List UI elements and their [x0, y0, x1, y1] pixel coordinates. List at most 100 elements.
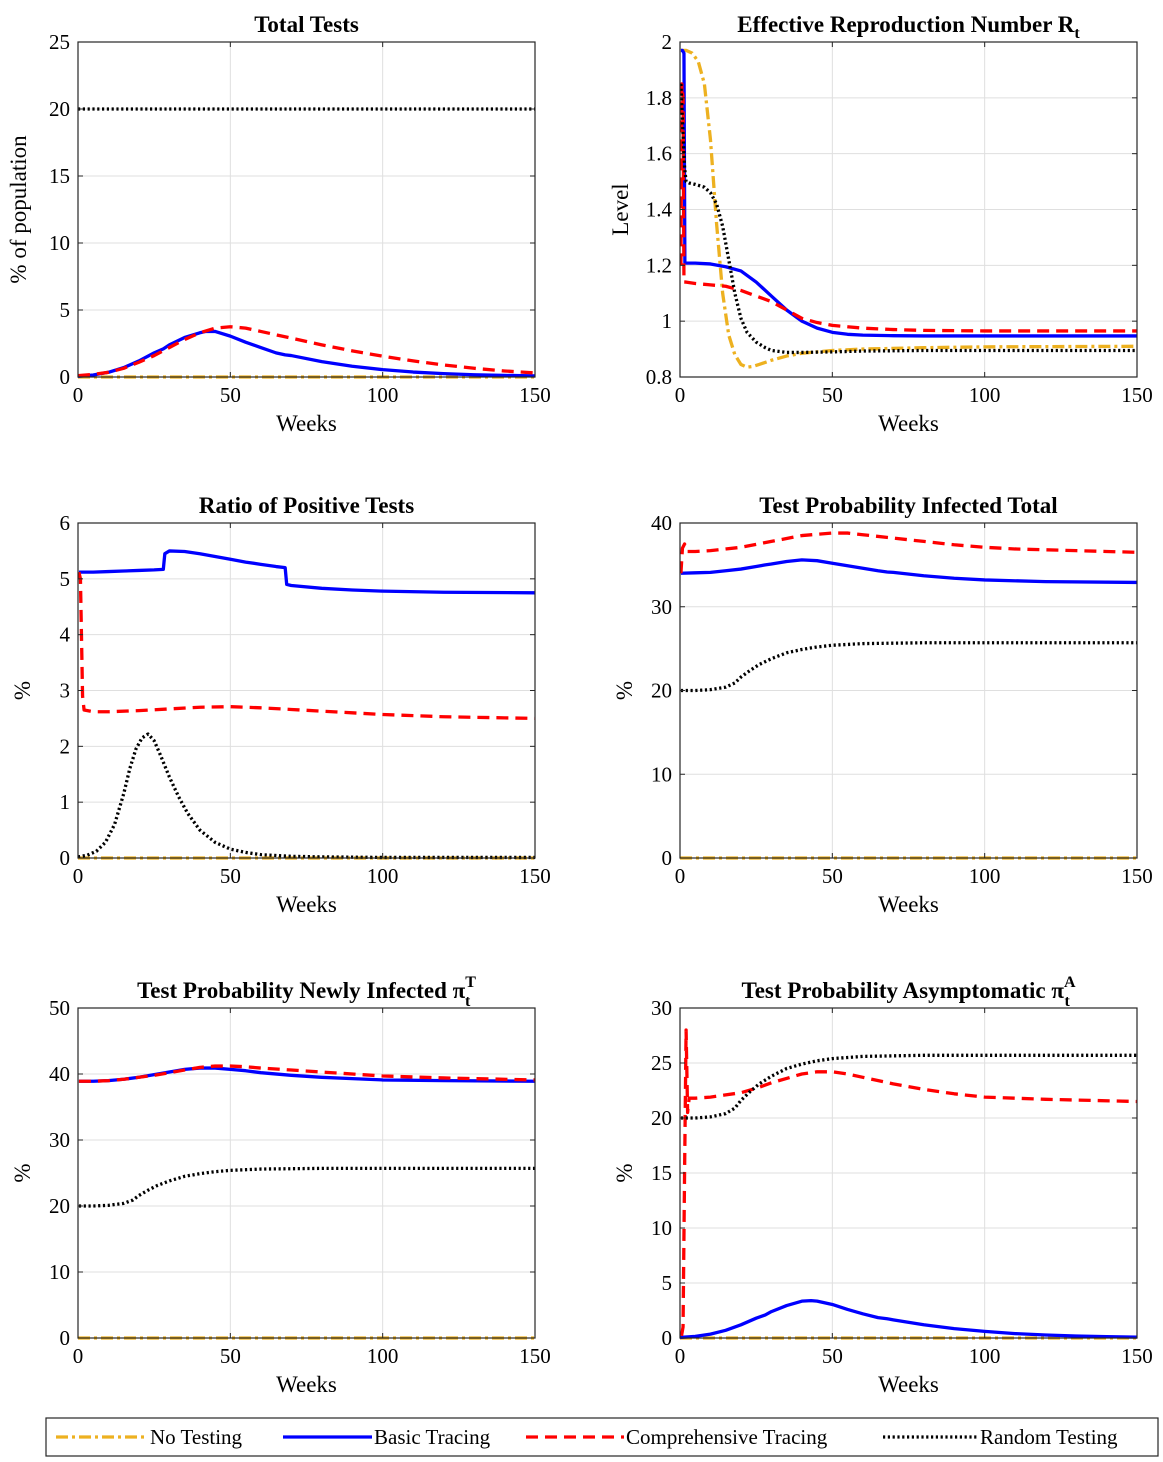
- x-tick-label: 100: [969, 383, 1001, 407]
- x-tick-label: 150: [519, 383, 551, 407]
- y-tick-label: 40: [651, 511, 672, 535]
- y-tick-label: 1.6: [646, 142, 672, 166]
- x-axis-label: Weeks: [276, 411, 337, 436]
- title-subscript: t: [1074, 25, 1080, 42]
- axes-box: [77, 41, 536, 378]
- chart-panel-2: 0 50 100 150 0.8 1 1.2 1.4 1.6 1.8 2 Weeks Level Effe…: [608, 12, 1153, 436]
- title-subscript: t: [1065, 993, 1071, 1010]
- y-tick-label: 0: [60, 846, 71, 870]
- x-tick-label: 100: [367, 1344, 399, 1368]
- x-axis-label: Weeks: [276, 892, 337, 917]
- x-tick-label: 100: [367, 383, 399, 407]
- x-tick-label: 100: [969, 1344, 1001, 1368]
- y-axis-label: %: [612, 1163, 637, 1182]
- y-tick-label: 30: [651, 595, 672, 619]
- y-axis-label: %: [10, 681, 35, 700]
- legend-label-basic: Basic Tracing: [374, 1425, 491, 1449]
- y-tick-label: 3: [60, 679, 71, 703]
- y-tick-label: 30: [651, 996, 672, 1020]
- title-subscript: t: [465, 993, 471, 1010]
- series-line-basic: [680, 1298, 1137, 1340]
- y-axis-label: % of population: [6, 135, 31, 284]
- series-line-random: [78, 1166, 535, 1208]
- series-line-random: [78, 732, 535, 860]
- x-tick-label: 50: [220, 383, 241, 407]
- series-line-comp: [78, 325, 535, 378]
- x-tick-label: 150: [519, 1344, 551, 1368]
- y-tick-label: 20: [49, 1194, 70, 1218]
- y-tick-label: 0: [60, 365, 71, 389]
- series-line-basic: [680, 558, 1137, 585]
- y-axis-label: Level: [608, 183, 633, 235]
- series-line-random: [680, 83, 1137, 355]
- x-axis-label: Weeks: [878, 892, 939, 917]
- y-tick-label: 1.4: [646, 198, 673, 222]
- x-tick-label: 50: [220, 1344, 241, 1368]
- plot-area: [78, 1008, 535, 1338]
- y-axis-label: %: [612, 681, 637, 700]
- series-line-comp: [680, 82, 1137, 333]
- plot-area: [78, 42, 535, 377]
- chart-title: Ratio of Positive Tests: [199, 493, 414, 518]
- axes-box: [77, 1007, 536, 1339]
- y-tick-label: 1: [662, 309, 673, 333]
- chart-panel-6: 0 50 100 150 0 5 10 15 20 25 30 Weeks% Test Probabil…: [612, 974, 1153, 1397]
- series-line-random: [680, 641, 1137, 693]
- y-tick-label: 4: [60, 623, 71, 647]
- legend-box: [45, 1417, 1159, 1457]
- y-tick-label: 30: [49, 1128, 70, 1152]
- y-tick-label: 20: [49, 97, 70, 121]
- x-axis-label: Weeks: [878, 1372, 939, 1397]
- x-tick-label: 0: [73, 383, 84, 407]
- series-line-comp: [78, 1064, 535, 1083]
- series-line-basic: [680, 48, 1137, 338]
- y-tick-label: 5: [662, 1271, 673, 1295]
- y-tick-label: 15: [49, 164, 70, 188]
- x-tick-label: 100: [969, 864, 1001, 888]
- y-tick-label: 1.2: [646, 253, 672, 277]
- y-tick-label: 10: [651, 1216, 672, 1240]
- x-tick-label: 50: [822, 864, 843, 888]
- y-tick-label: 5: [60, 298, 71, 322]
- y-tick-label: 10: [651, 762, 672, 786]
- x-tick-label: 50: [822, 383, 843, 407]
- y-tick-label: 40: [49, 1062, 70, 1086]
- chart-title: Test Probability Asymptomatic πA t: [741, 974, 1075, 1010]
- x-tick-label: 150: [1121, 383, 1153, 407]
- title-superscript: A: [1064, 974, 1076, 991]
- y-tick-label: 10: [49, 1260, 70, 1284]
- series-group: [680, 48, 1137, 369]
- y-tick-label: 2: [662, 30, 673, 54]
- legend-label-random: Random Testing: [980, 1425, 1118, 1449]
- x-tick-label: 0: [675, 864, 686, 888]
- y-tick-label: 5: [60, 567, 71, 591]
- x-tick-label: 50: [220, 864, 241, 888]
- chart-title: Effective Reproduction Number Rt: [737, 12, 1080, 42]
- chart-panel-3: 0 50 100 150 0 1 2 3 4 5 6 Weeks% Ratio of Positive …: [10, 493, 551, 917]
- series-line-comp: [78, 571, 535, 721]
- x-tick-label: 0: [675, 1344, 686, 1368]
- series-line-random: [680, 1053, 1137, 1120]
- y-tick-label: 0: [662, 1326, 673, 1350]
- y-axis-label: %: [10, 1163, 35, 1182]
- legend: No Testing Basic Tracing Comprehensive Tra…: [45, 1417, 1159, 1457]
- y-tick-label: 25: [49, 30, 70, 54]
- series-line-comp: [680, 1028, 1137, 1337]
- x-tick-label: 150: [519, 864, 551, 888]
- legend-label-comp: Comprehensive Tracing: [626, 1425, 828, 1449]
- y-tick-label: 6: [60, 511, 71, 535]
- y-tick-label: 1: [60, 790, 71, 814]
- series-line-basic: [78, 549, 535, 595]
- chart-panel-1: 0 50 100 150 0 5 10 15 20 25 Weeks % of population T…: [6, 12, 551, 436]
- chart-panel-4: 0 50 100 150 0 10 20 30 40 Weeks% Test Probability…: [612, 493, 1153, 917]
- chart-panel-5: 0 50 100 150 0 10 20 30 40 50 Weeks% Test Probabili…: [10, 974, 551, 1397]
- x-axis-label: Weeks: [878, 411, 939, 436]
- x-axis-label: Weeks: [276, 1372, 337, 1397]
- series-line-comp: [680, 531, 1137, 574]
- y-tick-label: 50: [49, 996, 70, 1020]
- y-tick-label: 0: [60, 1326, 71, 1350]
- chart-title: Test Probability Newly Infected πT t: [137, 974, 476, 1010]
- y-tick-label: 1.8: [646, 86, 672, 110]
- y-tick-label: 0: [662, 846, 673, 870]
